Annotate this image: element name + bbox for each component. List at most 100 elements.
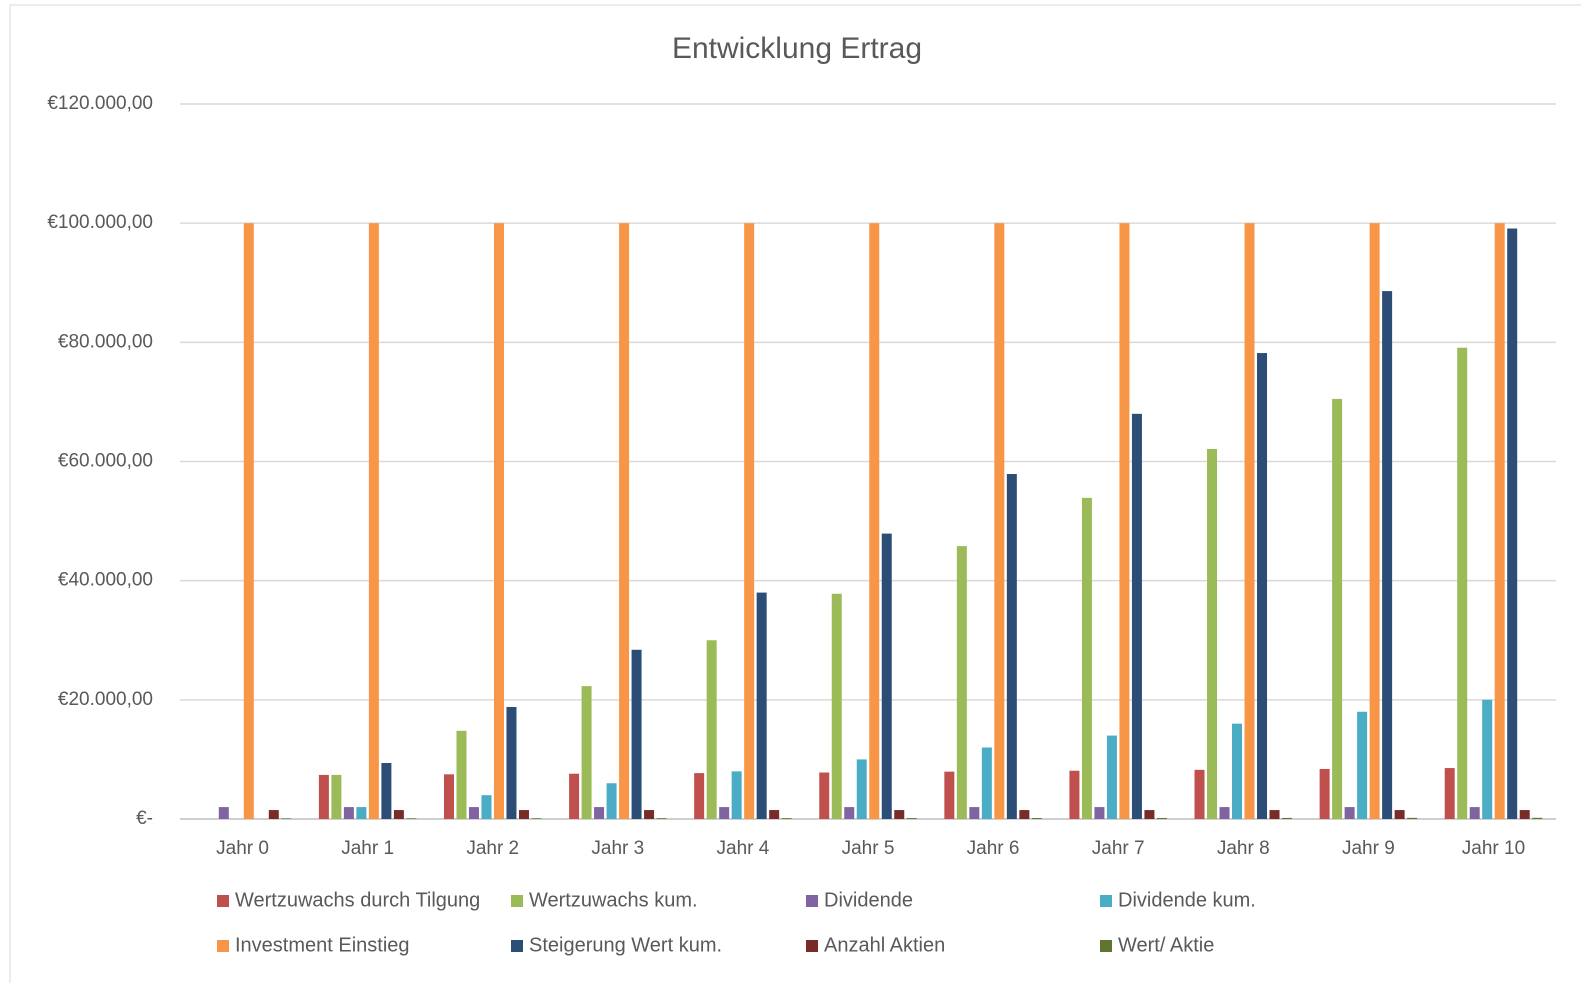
- legend-label: Wertzuwachs durch Tilgung: [235, 889, 480, 911]
- bar: [731, 771, 742, 819]
- y-tick-label: €60.000,00: [58, 451, 153, 472]
- y-tick-label: €80.000,00: [58, 331, 153, 352]
- y-tick-label: €120.000,00: [47, 93, 153, 114]
- bar: [1319, 768, 1330, 819]
- y-tick-label: €-: [136, 808, 153, 829]
- bar: [481, 795, 492, 819]
- bar: [456, 730, 467, 819]
- legend-marker: [1100, 895, 1112, 907]
- bar: [706, 640, 717, 819]
- bar: [1031, 818, 1042, 819]
- x-tick-label: Jahr 0: [216, 838, 269, 859]
- legend-marker: [511, 895, 523, 907]
- legend-marker: [217, 940, 229, 952]
- bar: [1194, 769, 1205, 819]
- x-tick-label: Jahr 3: [591, 838, 644, 859]
- bar: [1006, 474, 1017, 819]
- bar: [1269, 810, 1280, 819]
- bar: [368, 223, 379, 819]
- bar: [1232, 723, 1243, 819]
- bar: [756, 592, 767, 819]
- bar: [719, 807, 730, 819]
- bar: [1131, 413, 1142, 819]
- bar: [1257, 353, 1268, 819]
- y-tick-label: €40.000,00: [58, 570, 153, 591]
- legend-label: Investment Einstieg: [235, 934, 410, 956]
- bar: [1019, 810, 1030, 819]
- bar: [1407, 817, 1418, 819]
- bar: [781, 818, 792, 819]
- bar: [1482, 699, 1493, 819]
- x-tick-label: Jahr 1: [341, 838, 394, 859]
- bar: [1094, 807, 1105, 819]
- bar: [506, 706, 517, 819]
- bar: [493, 223, 504, 819]
- x-tick-label: Jahr 10: [1462, 838, 1525, 859]
- bar: [644, 810, 655, 819]
- bar: [594, 807, 605, 819]
- legend-label: Steigerung Wert kum.: [529, 934, 722, 956]
- legend-marker: [1100, 940, 1112, 952]
- bar: [1532, 817, 1543, 819]
- bar: [631, 649, 642, 819]
- bar: [318, 774, 329, 819]
- bar: [331, 774, 342, 819]
- bar: [1382, 291, 1393, 819]
- bar: [1069, 770, 1080, 819]
- bar: [1332, 398, 1343, 819]
- chart-title: Entwicklung Ertrag: [672, 32, 922, 65]
- bar: [1244, 223, 1255, 819]
- legend-label: Anzahl Aktien: [824, 934, 945, 956]
- bar: [1357, 711, 1368, 819]
- bar: [406, 818, 417, 819]
- bar: [1394, 810, 1405, 819]
- y-tick-label: €100.000,00: [47, 212, 153, 233]
- bar: [268, 810, 279, 819]
- bar: [1119, 223, 1130, 819]
- bar: [343, 807, 354, 819]
- bar: [518, 810, 529, 819]
- bar: [856, 759, 867, 819]
- bar: [619, 223, 630, 819]
- bar: [1156, 817, 1167, 819]
- bar: [468, 807, 479, 819]
- bar: [994, 223, 1005, 819]
- bar: [1519, 810, 1530, 819]
- legend-marker: [806, 940, 818, 952]
- bar: [1106, 735, 1117, 819]
- bar: [944, 771, 955, 819]
- bar: [1207, 448, 1218, 819]
- bar: [1144, 810, 1155, 819]
- bar: [1369, 223, 1380, 819]
- bar: [243, 223, 254, 819]
- bar: [656, 818, 667, 819]
- bar: [881, 533, 892, 819]
- x-tick-label: Jahr 2: [466, 838, 519, 859]
- bar: [1494, 223, 1505, 819]
- bar: [356, 807, 367, 819]
- bar: [1469, 807, 1480, 819]
- chart-frame: [9, 4, 1581, 983]
- bar: [1444, 768, 1455, 819]
- legend-label: Wert/ Aktie: [1118, 934, 1214, 956]
- bar: [218, 807, 229, 819]
- bar: [969, 807, 980, 819]
- bar: [694, 773, 705, 819]
- bar: [1344, 807, 1355, 819]
- bar: [531, 818, 542, 819]
- bar: [831, 593, 842, 819]
- bar: [443, 774, 454, 819]
- x-tick-label: Jahr 8: [1217, 838, 1270, 859]
- bar: [981, 747, 992, 819]
- legend-label: Dividende: [824, 889, 913, 911]
- x-tick-label: Jahr 5: [842, 838, 895, 859]
- bar: [906, 818, 917, 819]
- bar: [869, 223, 880, 819]
- bar: [581, 686, 592, 819]
- bar: [281, 818, 292, 819]
- y-tick-label: €20.000,00: [58, 689, 153, 710]
- bar: [606, 783, 617, 819]
- bar: [844, 807, 855, 819]
- bar: [381, 762, 392, 819]
